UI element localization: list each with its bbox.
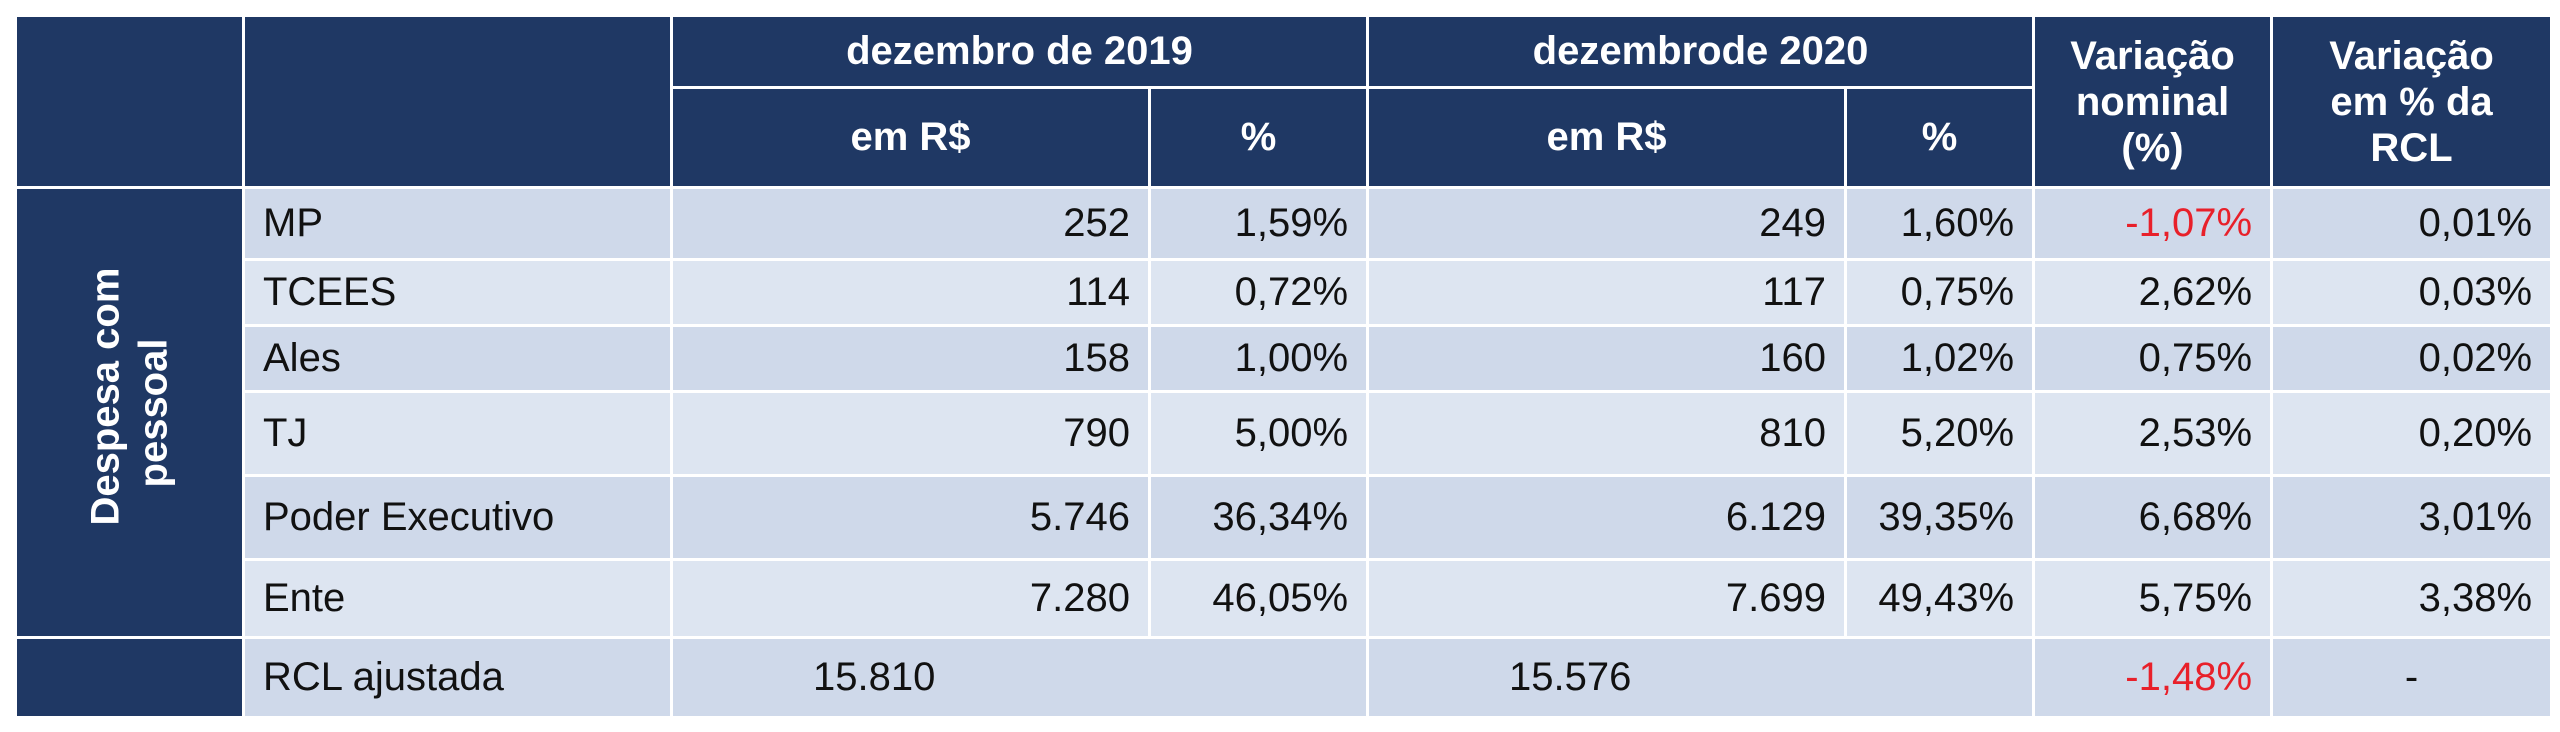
- header-line: (%): [2121, 125, 2184, 170]
- table-row: TCEES 114 0,72% 117 0,75% 2,62% 0,03%: [16, 258, 2554, 327]
- subheader-pct-2019: %: [1147, 86, 1370, 189]
- subheader-pct-2020: %: [1844, 86, 2036, 189]
- cell-rs-2019: 7.280: [670, 558, 1151, 639]
- cell-pct-2020: 0,75%: [1844, 258, 2036, 327]
- header-variacao-nominal: Variação nominal (%): [2032, 14, 2274, 189]
- row-name: Ente: [242, 558, 673, 639]
- cell-rs-2020: 160: [1366, 324, 1848, 393]
- header-line: em % da: [2330, 79, 2493, 124]
- cell-var-rcl: 0,01%: [2270, 186, 2554, 261]
- subheader-em-rs-2020: em R$: [1366, 86, 1848, 189]
- cell-var-rcl: 0,02%: [2270, 324, 2554, 393]
- table-row: Ales 158 1,00% 160 1,02% 0,75% 0,02%: [16, 324, 2554, 393]
- cell-var-nominal: 2,53%: [2032, 390, 2274, 477]
- cell-pct-2020: 1,60%: [1844, 186, 2036, 261]
- cell-pct-2020: 49,43%: [1844, 558, 2036, 639]
- header-dez-2019: dezembro de 2019: [669, 14, 1370, 89]
- cell-rs-2019: 5.746: [670, 474, 1151, 561]
- header-line: Variação: [2070, 33, 2235, 78]
- row-name: TJ: [242, 390, 673, 477]
- cell-pct-2019: 36,34%: [1147, 474, 1370, 561]
- cell-rs-2019: 252: [670, 186, 1151, 261]
- group-label-line: pessoal: [131, 338, 176, 487]
- cell-rcl-2019: 15.810: [669, 636, 1370, 719]
- cell-var-nominal: 6,68%: [2032, 474, 2274, 561]
- cell-pct-2019: 1,00%: [1147, 324, 1370, 393]
- cell-pct-2020: 1,02%: [1844, 324, 2036, 393]
- cell-pct-2020: 5,20%: [1844, 390, 2036, 477]
- header-line: RCL: [2370, 125, 2453, 170]
- row-name: MP: [242, 186, 673, 261]
- header-empty-cell: [242, 14, 673, 189]
- cell-rcl-2020: 15.576: [1366, 636, 2036, 719]
- rcl-row: RCL ajustada 15.810 15.576 -1,48% -: [14, 636, 2554, 719]
- despesa-pessoal-table: dezembro de 2019 dezembrode 2020 Variaçã…: [14, 14, 2554, 719]
- cell-pct-2019: 46,05%: [1147, 558, 1370, 639]
- header-line: nominal: [2075, 79, 2230, 124]
- cell-var-rcl: 3,01%: [2270, 474, 2554, 561]
- row-name: Ales: [242, 324, 673, 393]
- row-name: Poder Executivo: [242, 474, 673, 561]
- cell-var-rcl: 0,20%: [2270, 390, 2554, 477]
- subheader-em-rs-2019: em R$: [670, 86, 1151, 189]
- row-name: RCL ajustada: [242, 636, 673, 719]
- row-name: TCEES: [242, 258, 673, 327]
- cell-pct-2019: 1,59%: [1147, 186, 1370, 261]
- cell-pct-2020: 39,35%: [1844, 474, 2036, 561]
- group-label-despesa-pessoal: Despesa com pessoal: [14, 186, 245, 639]
- cell-rs-2020: 6.129: [1366, 474, 1848, 561]
- cell-var-rcl: -: [2270, 636, 2554, 719]
- cell-rs-2019: 158: [670, 324, 1151, 393]
- cell-var-rcl: 3,38%: [2270, 558, 2554, 639]
- cell-pct-2019: 5,00%: [1147, 390, 1370, 477]
- cell-rs-2020: 249: [1366, 186, 1848, 261]
- header-row-2: em R$ % em R$ %: [16, 86, 2552, 189]
- table-row: Ente 7.280 46,05% 7.699 49,43% 5,75% 3,3…: [16, 558, 2554, 639]
- cell-rs-2020: 117: [1366, 258, 1848, 327]
- cell-var-nominal: -1,07%: [2032, 186, 2274, 261]
- table-row: TJ 790 5,00% 810 5,20% 2,53% 0,20%: [16, 390, 2554, 477]
- table-row: Despesa com pessoal MP 252 1,59% 249 1,6…: [14, 186, 2554, 639]
- cell-var-nominal: 5,75%: [2032, 558, 2274, 639]
- cell-var-nominal: 0,75%: [2032, 324, 2274, 393]
- rcl-label-empty-cell: [14, 636, 245, 719]
- header-empty-cell: [14, 14, 245, 189]
- table-row: Poder Executivo 5.746 36,34% 6.129 39,35…: [16, 474, 2554, 561]
- cell-pct-2019: 0,72%: [1147, 258, 1370, 327]
- header-dez-2020: dezembrode 2020: [1366, 14, 2036, 89]
- cell-rs-2020: 810: [1366, 390, 1848, 477]
- cell-var-nominal: 2,62%: [2032, 258, 2274, 327]
- cell-var-rcl: 0,03%: [2270, 258, 2554, 327]
- cell-rs-2019: 114: [670, 258, 1151, 327]
- header-line: Variação: [2329, 33, 2494, 78]
- header-variacao-rcl: Variação em % da RCL: [2270, 14, 2554, 189]
- cell-rs-2019: 790: [670, 390, 1151, 477]
- cell-rs-2020: 7.699: [1366, 558, 1848, 639]
- cell-var-nominal: -1,48%: [2032, 636, 2274, 719]
- header-row-1: dezembro de 2019 dezembrode 2020 Variaçã…: [14, 14, 2554, 189]
- group-label-line: Despesa com: [83, 267, 128, 525]
